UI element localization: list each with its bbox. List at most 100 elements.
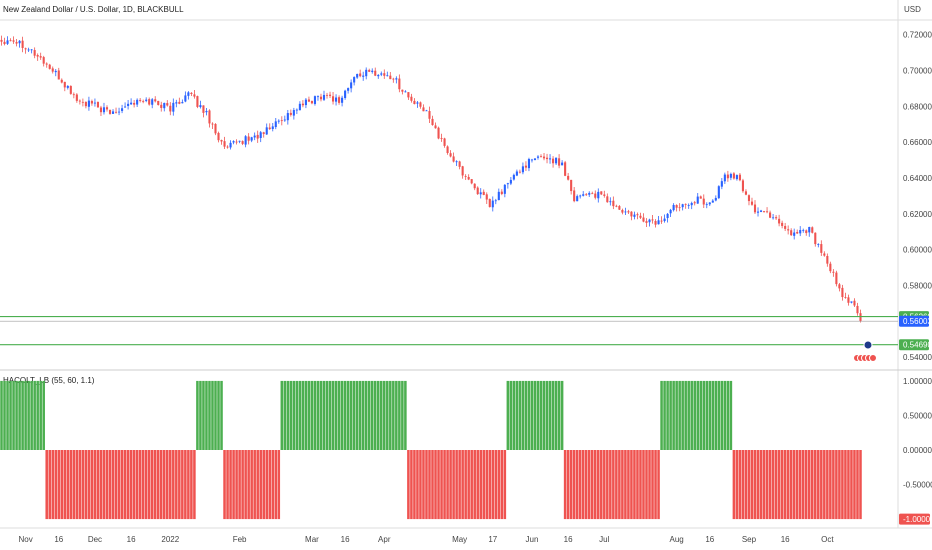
indicator-bar: [672, 380, 675, 450]
candle-body: [678, 207, 681, 209]
candle: [90, 99, 93, 106]
indicator-bar: [45, 450, 48, 520]
indicator-bar: [262, 450, 265, 520]
candle-body: [371, 70, 374, 72]
candle: [178, 97, 181, 105]
candle: [250, 136, 253, 143]
candle: [717, 185, 720, 200]
indicator-bar: [54, 450, 58, 520]
candle: [793, 228, 796, 240]
indicator-bar: [527, 380, 531, 450]
candle-body: [654, 221, 657, 225]
candle-body: [356, 74, 359, 78]
candle-body: [690, 202, 693, 206]
candle-body: [187, 92, 190, 96]
main-chart-title: New Zealand Dollar / U.S. Dollar, 1D, BL…: [3, 5, 184, 14]
candle: [488, 198, 491, 208]
candle-body: [470, 179, 473, 184]
candle: [470, 178, 473, 185]
candle: [657, 216, 660, 225]
candle-body: [69, 86, 72, 94]
candle-body: [775, 217, 778, 219]
indicator-bar: [783, 450, 787, 520]
candle-body: [699, 196, 702, 199]
price-tick-label: 0.72000: [903, 31, 932, 40]
indicator-bar: [102, 450, 106, 520]
candle-body: [395, 78, 398, 80]
candle-body: [473, 183, 476, 189]
candle: [684, 203, 687, 209]
candle: [298, 101, 301, 111]
candle-body: [250, 137, 253, 141]
candle-body: [75, 94, 78, 101]
indicator-bar: [328, 380, 332, 450]
candle: [726, 170, 729, 182]
flag-icon[interactable]: [863, 340, 873, 350]
candle-body: [446, 146, 449, 153]
indicator-bar: [473, 450, 476, 520]
candle-body: [93, 102, 96, 104]
candle: [316, 95, 320, 101]
candle: [555, 157, 558, 166]
candle: [630, 211, 633, 221]
indicator-bar: [804, 450, 808, 520]
indicator-bar: [178, 450, 181, 520]
candle-body: [410, 96, 413, 101]
candle-body: [428, 111, 431, 119]
candle-body: [437, 127, 440, 139]
candle: [533, 158, 537, 161]
candle-body: [753, 204, 757, 213]
candle: [232, 140, 235, 145]
candle-body: [407, 92, 410, 98]
candle: [96, 101, 100, 108]
candle: [576, 194, 579, 202]
candle-body: [533, 158, 537, 161]
candle: [6, 36, 9, 45]
indicator-bar: [645, 450, 648, 520]
indicator-bar: [506, 380, 510, 450]
candle-body: [21, 40, 24, 48]
indicator-bar: [214, 380, 217, 450]
candle-body: [217, 132, 220, 141]
candle-body: [681, 204, 684, 208]
candle: [18, 39, 21, 48]
candle: [199, 100, 202, 109]
flag-icon[interactable]: [869, 354, 877, 362]
indicator-bar: [711, 380, 715, 450]
candle-body: [482, 191, 485, 195]
candle: [781, 220, 784, 229]
candle-body: [702, 198, 705, 205]
candle-body: [449, 153, 452, 157]
candle: [114, 107, 118, 114]
candle-body: [606, 196, 609, 203]
candle: [853, 298, 856, 308]
candle-body: [744, 191, 748, 195]
indicator-bar: [355, 380, 359, 450]
candle-body: [741, 180, 745, 192]
candle-body: [316, 96, 320, 98]
candle: [72, 92, 75, 99]
candle: [356, 73, 359, 79]
candle-body: [365, 69, 368, 77]
candle-body: [663, 218, 666, 222]
candle-body: [497, 191, 500, 201]
indicator-bar: [21, 380, 24, 450]
candle-body: [539, 156, 543, 158]
candle: [130, 98, 133, 106]
candle: [392, 77, 395, 83]
indicator-bar: [726, 380, 730, 450]
candle: [573, 187, 576, 203]
candle-body: [27, 49, 30, 51]
candle: [479, 188, 482, 199]
candle-body: [790, 230, 793, 236]
candle: [530, 158, 534, 163]
candle-body: [304, 99, 307, 106]
candle: [148, 97, 151, 106]
candle-body: [648, 219, 651, 223]
candle: [750, 197, 754, 206]
indicator-bar: [768, 450, 772, 520]
indicator-bar: [33, 380, 36, 450]
indicator-bar: [370, 380, 374, 450]
indicator-bar: [307, 380, 311, 450]
time-tick-label: 16: [341, 535, 350, 544]
